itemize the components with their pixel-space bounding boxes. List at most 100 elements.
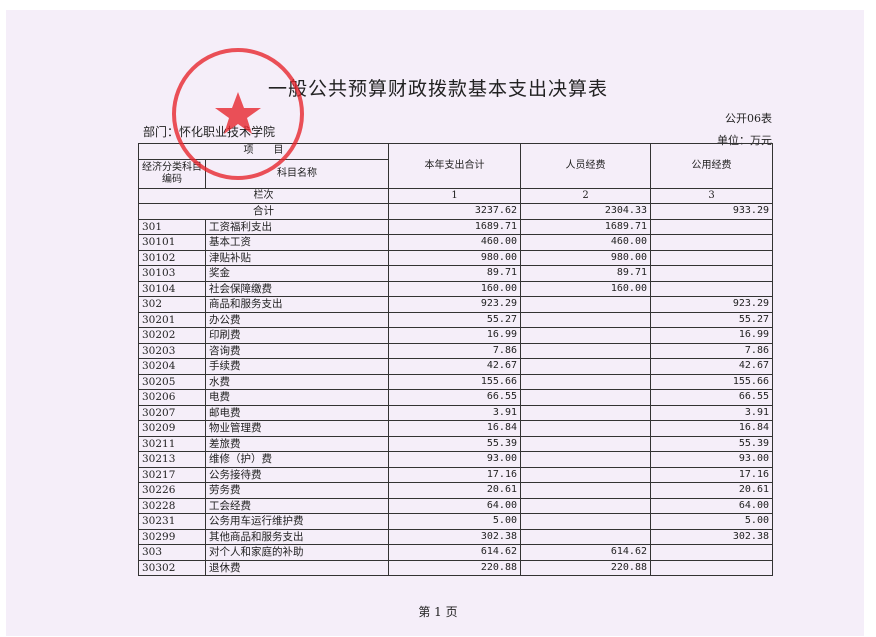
row-total: 460.00: [388, 234, 521, 251]
form-number: 公开06表: [725, 112, 772, 125]
row-total: 5.00: [388, 513, 521, 530]
row-code: 30207: [138, 404, 206, 421]
row-name: 办公费: [205, 311, 389, 328]
row-code: 30213: [138, 451, 206, 468]
table-row: 30213 维修（护）费 93.00 93.00: [138, 451, 773, 468]
sum-public: 933.29: [650, 203, 773, 220]
row-public: 42.67: [650, 358, 773, 375]
col-index-1: 1: [388, 187, 521, 204]
table-row: 30206 电费 66.55 66.55: [138, 389, 773, 406]
page-number: 第 1 页: [418, 605, 458, 619]
row-code: 30205: [138, 373, 206, 390]
row-total: 89.71: [388, 265, 521, 282]
row-public: 17.16: [650, 466, 773, 483]
table-row: 30207 邮电费 3.91 3.91: [138, 404, 773, 421]
row-name: 水费: [205, 373, 389, 390]
row-code: 30231: [138, 513, 206, 530]
row-code: 30299: [138, 528, 206, 545]
row-personnel: 614.62: [520, 544, 651, 561]
row-personnel: [520, 404, 651, 421]
table-row: 30202 印刷费 16.99 16.99: [138, 327, 773, 344]
row-total: 302.38: [388, 528, 521, 545]
header-code: 经济分类科目编码: [138, 158, 206, 189]
row-code: 30211: [138, 435, 206, 452]
row-name: 差旅费: [205, 435, 389, 452]
row-name: 咨询费: [205, 342, 389, 359]
table-row: 303 对个人和家庭的补助 614.62 614.62: [138, 544, 773, 561]
row-code: 30102: [138, 249, 206, 266]
row-personnel: 460.00: [520, 234, 651, 251]
row-total: 155.66: [388, 373, 521, 390]
row-total: 93.00: [388, 451, 521, 468]
row-name: 基本工资: [205, 234, 389, 251]
row-name: 社会保障缴费: [205, 280, 389, 297]
table-row: 30226 劳务费 20.61 20.61: [138, 482, 773, 499]
row-name: 印刷费: [205, 327, 389, 344]
row-total: 923.29: [388, 296, 521, 313]
row-personnel: [520, 482, 651, 499]
row-personnel: [520, 466, 651, 483]
col-index-label: 栏次: [138, 187, 389, 204]
table-row: 30103 奖金 89.71 89.71: [138, 265, 773, 282]
row-personnel: [520, 513, 651, 530]
row-code: 30203: [138, 342, 206, 359]
row-code: 30104: [138, 280, 206, 297]
row-personnel: [520, 389, 651, 406]
row-public: 3.91: [650, 404, 773, 421]
table-row: 302 商品和服务支出 923.29 923.29: [138, 296, 773, 313]
row-public: 55.39: [650, 435, 773, 452]
col-index-3: 3: [650, 187, 773, 204]
row-public: 5.00: [650, 513, 773, 530]
row-personnel: [520, 358, 651, 375]
table-row: 30217 公务接待费 17.16 17.16: [138, 466, 773, 483]
row-name: 公务用车运行维护费: [205, 513, 389, 530]
row-public: [650, 265, 773, 282]
row-total: 220.88: [388, 559, 521, 576]
row-total: 42.67: [388, 358, 521, 375]
row-name: 津贴补贴: [205, 249, 389, 266]
row-name: 工资福利支出: [205, 218, 389, 235]
row-personnel: 1689.71: [520, 218, 651, 235]
row-code: 30202: [138, 327, 206, 344]
row-public: [650, 280, 773, 297]
row-code: 303: [138, 544, 206, 561]
row-total: 64.00: [388, 497, 521, 514]
row-personnel: [520, 528, 651, 545]
header-personnel: 人员经费: [520, 143, 651, 189]
row-name: 其他商品和服务支出: [205, 528, 389, 545]
row-name: 邮电费: [205, 404, 389, 421]
table-row: 30211 差旅费 55.39 55.39: [138, 435, 773, 452]
row-total: 55.27: [388, 311, 521, 328]
row-total: 16.84: [388, 420, 521, 437]
header-total: 本年支出合计: [388, 143, 521, 189]
row-public: 155.66: [650, 373, 773, 390]
table-row: 30205 水费 155.66 155.66: [138, 373, 773, 390]
table-row: 30302 退休费 220.88 220.88: [138, 559, 773, 576]
row-personnel: [520, 420, 651, 437]
header-public: 公用经费: [650, 143, 773, 189]
row-personnel: [520, 497, 651, 514]
sum-label: 合计: [138, 203, 389, 220]
row-total: 55.39: [388, 435, 521, 452]
table-row: 30201 办公费 55.27 55.27: [138, 311, 773, 328]
row-name: 手续费: [205, 358, 389, 375]
table-row: 30101 基本工资 460.00 460.00: [138, 234, 773, 251]
row-total: 160.00: [388, 280, 521, 297]
row-total: 16.99: [388, 327, 521, 344]
department: 部门：怀化职业技术学院: [143, 125, 276, 139]
row-public: 20.61: [650, 482, 773, 499]
row-personnel: [520, 296, 651, 313]
table-row: 30104 社会保障缴费 160.00 160.00: [138, 280, 773, 297]
row-public: [650, 218, 773, 235]
table-row: 30102 津贴补贴 980.00 980.00: [138, 249, 773, 266]
row-public: 16.84: [650, 420, 773, 437]
table-row: 30203 咨询费 7.86 7.86: [138, 342, 773, 359]
expenditure-table: 项 目 本年支出合计 人员经费 公用经费 经济分类科目编码 科目名称 栏次 1 …: [138, 143, 773, 576]
row-code: 30103: [138, 265, 206, 282]
row-name: 商品和服务支出: [205, 296, 389, 313]
row-name: 奖金: [205, 265, 389, 282]
row-personnel: [520, 311, 651, 328]
row-personnel: 220.88: [520, 559, 651, 576]
row-public: 93.00: [650, 451, 773, 468]
row-personnel: 89.71: [520, 265, 651, 282]
